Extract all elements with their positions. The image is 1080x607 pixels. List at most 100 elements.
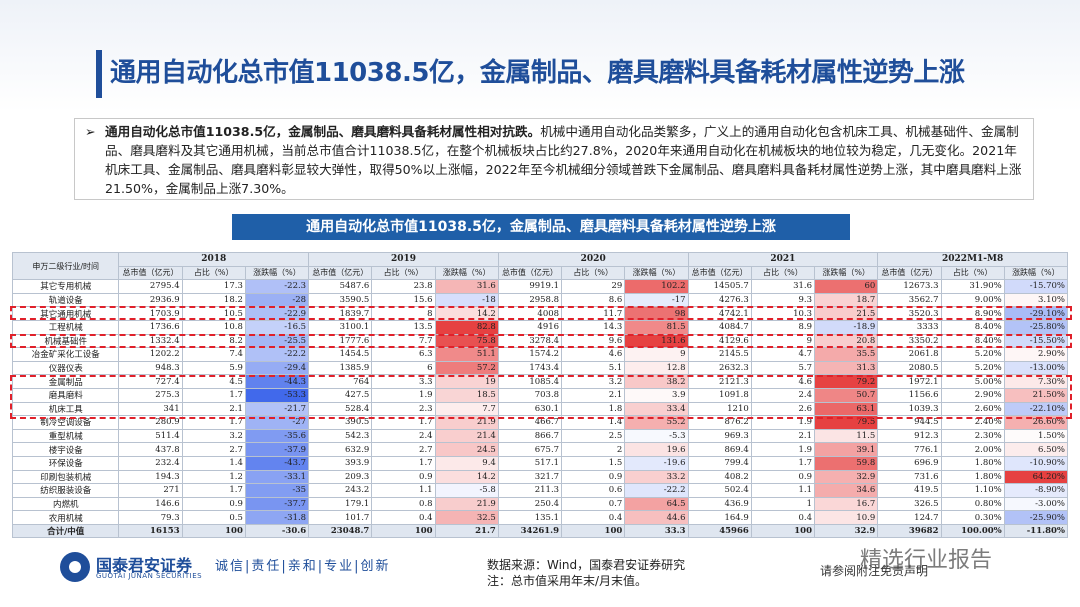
year-header: 2022M1-M8 — [877, 252, 1068, 267]
table-cell: 969.3 — [687, 428, 752, 444]
table-cell: 731.6 — [877, 469, 942, 485]
table-cell: 10.9 — [814, 510, 879, 525]
table-cell: 3.10% — [1003, 292, 1069, 308]
brand-en: GUOTAI JUNAN SECURITIES — [96, 572, 203, 580]
table-cell: 3.2 — [181, 428, 246, 444]
table-cell: 79.3 — [118, 510, 183, 525]
row-label: 仪器仪表 — [11, 360, 120, 376]
table-cell: 79.2 — [814, 374, 879, 389]
row-label: 其它专用机械 — [11, 279, 120, 294]
table-cell: 799.4 — [687, 455, 752, 471]
table-cell: 18.2 — [181, 292, 246, 308]
table-cell: 211.3 — [497, 483, 563, 498]
corner-header: 申万二级行业/时间 — [11, 251, 120, 281]
note-line: 注：总市值采用年末/月末值。 — [487, 574, 648, 588]
table-cell: 1.4 — [181, 455, 246, 471]
table-cell: 33.4 — [624, 401, 689, 417]
table-cell: 82.8 — [434, 319, 499, 335]
year-header: 2018 — [118, 252, 310, 267]
title-bar — [96, 50, 102, 98]
table-cell: 2.7 — [371, 442, 436, 457]
table-cell: 44.6 — [624, 510, 689, 525]
table-row: 重型机械 511.4 3.2 -35.6 542.3 2.4 21.4 866.7 2.5 -5.… — [11, 428, 1069, 444]
table-cell: 2632.3 — [687, 360, 752, 376]
table-cell: 0.4 — [371, 510, 436, 525]
table-cell: 7.7 — [434, 401, 499, 417]
table-cell: 436.9 — [687, 496, 752, 512]
table-cell: 517.1 — [497, 455, 563, 471]
table-cell: 1743.4 — [497, 360, 563, 376]
table-cell: 511.4 — [118, 428, 183, 444]
table-cell: 124.7 — [877, 510, 942, 525]
table-cell: -28 — [244, 292, 310, 308]
column-header: 总市值（亿元） — [687, 265, 752, 281]
table-cell: 31.90% — [940, 279, 1005, 294]
table-cell: 14.3 — [561, 319, 626, 335]
source: 数据来源：Wind，国泰君安证券研究 注：总市值采用年末/月末值。 — [487, 557, 685, 589]
table-cell: -35 — [244, 483, 310, 498]
table-cell: 0.8 — [371, 496, 436, 512]
table-cell: -29.4 — [244, 360, 310, 376]
table-cell: -43.7 — [244, 455, 310, 471]
table-cell: 194.3 — [118, 469, 183, 485]
table-cell: 14505.7 — [687, 279, 752, 294]
column-header: 涨跌幅（%） — [434, 265, 499, 281]
table-cell: 179.1 — [308, 496, 373, 512]
table-cell: 5487.6 — [308, 279, 373, 294]
table-cell: 100 — [181, 523, 246, 539]
table-cell: 164.9 — [687, 510, 752, 525]
table-cell: 2.30% — [940, 428, 1005, 444]
table-cell: 271 — [118, 483, 183, 498]
table-row: 金属制品 727.4 4.5 -44.3 764 3.3 19 1085.4 3.2 38.2 21… — [11, 374, 1069, 389]
table-cell: 250.4 — [497, 496, 563, 512]
table-cell: 4084.7 — [687, 319, 752, 335]
table-cell: 209.3 — [308, 469, 373, 485]
row-label: 印刷包装机械 — [11, 469, 120, 485]
row-label: 轨道设备 — [11, 292, 120, 308]
table-cell: 1.7 — [181, 483, 246, 498]
table-cell: 4276.3 — [687, 292, 752, 308]
table-cell: 0.7 — [561, 496, 626, 512]
table-cell: 0.4 — [750, 510, 816, 525]
table-cell: 1.1 — [371, 483, 436, 498]
table-cell: 2936.9 — [118, 292, 183, 308]
row-label: 冶金矿采化工设备 — [11, 347, 120, 362]
table-cell: 3590.5 — [308, 292, 373, 308]
table-cell: 8.9 — [750, 319, 816, 335]
table-cell: 81.5 — [624, 319, 689, 335]
table-cell: 2.90% — [1003, 347, 1069, 362]
table-cell: 4916 — [497, 319, 563, 335]
table-row: 磨具磨料 275.3 1.7 -53.3 427.5 1.9 18.5 703.8 2.1 3.9… — [11, 387, 1069, 403]
table-cell: 1574.2 — [497, 347, 563, 362]
table-cell: 502.4 — [687, 483, 752, 498]
table-cell: 34.6 — [814, 483, 879, 498]
header-row: 总市值（亿元） 占比（%） 涨跌幅（%） 总市值（亿元） 占比（%） 涨跌幅（%） 总市值（… — [13, 265, 1069, 281]
table-row: 其它专用机械 2795.4 17.3 -22.3 5487.6 23.8 31.6 9919.… — [11, 279, 1069, 294]
table-cell: -15.70% — [1003, 279, 1069, 294]
table-cell: 1.7 — [371, 455, 436, 471]
table-cell: 8.40% — [940, 319, 1005, 335]
table-cell: 1.80% — [940, 469, 1005, 485]
table-cell: 23.8 — [371, 279, 436, 294]
column-header: 涨跌幅（%） — [244, 265, 310, 281]
table-cell: 9919.1 — [497, 279, 563, 294]
table-cell: 2.4 — [371, 428, 436, 444]
table-cell: 6.50% — [1003, 442, 1069, 457]
table-cell: 321.7 — [497, 469, 563, 485]
table-row: 纺织服装设备 271 1.7 -35 243.2 1.1 -5.8 211.3 0.6 -22.2… — [11, 483, 1069, 498]
table-cell: 135.1 — [497, 510, 563, 525]
table-cell: 696.9 — [877, 455, 942, 471]
table-cell: 9 — [624, 347, 689, 362]
table-cell: 32.9 — [814, 523, 879, 539]
row-label: 纺织服装设备 — [11, 483, 120, 498]
table-cell: -11.80% — [1003, 523, 1069, 539]
table-cell: 2795.4 — [118, 279, 183, 294]
table-cell: 75.8 — [434, 333, 499, 349]
table-cell: 17.3 — [181, 279, 246, 294]
table-cell: 2145.5 — [687, 347, 752, 362]
table-cell: -18.9 — [814, 319, 879, 335]
table-cell: 437.8 — [118, 442, 183, 457]
column-header: 占比（%） — [750, 265, 816, 281]
table-cell: 100 — [561, 523, 626, 539]
table-cell: 0.4 — [561, 510, 626, 525]
